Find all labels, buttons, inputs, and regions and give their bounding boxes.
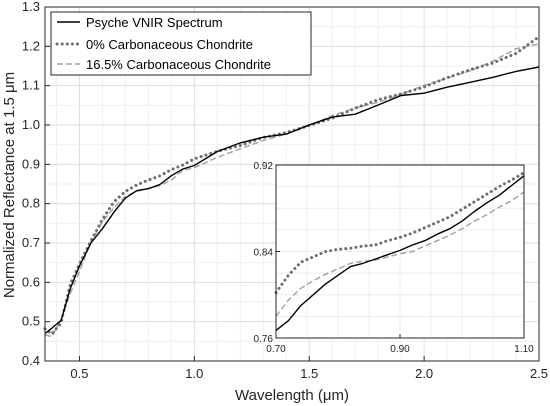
y-tick-label: 1.3	[22, 0, 40, 14]
y-tick-label: 1.2	[22, 38, 40, 53]
x-tick-label: 1.5	[300, 366, 318, 381]
inset-ticks: 0.70 0.90 1.10 0.76 0.84 0.92	[254, 161, 535, 355]
inset-y-tick-label: 0.76	[254, 334, 274, 345]
y-tick-label: 1.1	[22, 78, 40, 93]
legend-box	[50, 11, 312, 76]
series-line-0pct	[43, 35, 541, 336]
inset-x-tick-label: 1.10	[514, 344, 534, 355]
legend-label-0pct: 0% Carbonaceous Chondrite	[86, 37, 253, 52]
inset-y-tick-label: 0.92	[254, 161, 274, 172]
series-line-psyche	[44, 66, 540, 335]
x-tick-label: 2.0	[415, 366, 433, 381]
y-tick-label: 0.8	[22, 196, 40, 211]
x-tick-label: 0.5	[70, 366, 88, 381]
inset-series-line-16pct	[275, 191, 525, 317]
inset-series-line-psyche	[275, 175, 525, 331]
x-tick-label: 1.0	[185, 366, 203, 381]
legend: Psyche VNIR Spectrum 0% Carbonaceous Cho…	[50, 11, 312, 76]
x-axis-label: Wavelength (μm)	[235, 387, 349, 404]
y-tick-label: 0.7	[22, 235, 40, 250]
legend-label-16pct: 16.5% Carbonaceous Chondrite	[86, 57, 271, 72]
y-tick-label: 0.9	[22, 156, 40, 171]
inset-y-tick-label: 0.84	[254, 248, 274, 259]
y-tick-label: 0.6	[22, 274, 40, 289]
axis-ticks: 0.5 1.0 1.5 2.0 2.5 0.4 0.5 0.6 0.7 0.8 0.9 1.0 1.1 1…	[22, 0, 548, 381]
y-tick-label: 0.4	[22, 353, 40, 368]
legend-label-psyche: Psyche VNIR Spectrum	[86, 15, 223, 30]
y-axis-label: Normalized Reflectance at 1.5 μm	[1, 72, 18, 298]
plot-frame	[44, 6, 540, 362]
inset-series-line-0pct	[274, 171, 526, 295]
inset-zoom-panel: 0.70 0.90 1.10 0.76 0.84 0.92	[254, 161, 535, 355]
main-series-group	[43, 35, 541, 338]
y-tick-label: 0.5	[22, 314, 40, 329]
inset-x-tick-label: 0.90	[390, 344, 410, 355]
inset-x-tick-label: 0.70	[266, 344, 286, 355]
y-tick-label: 1.0	[22, 117, 40, 132]
inset-series-group	[274, 171, 526, 331]
inset-grid-lines	[275, 164, 525, 339]
x-tick-label: 2.5	[530, 366, 548, 381]
